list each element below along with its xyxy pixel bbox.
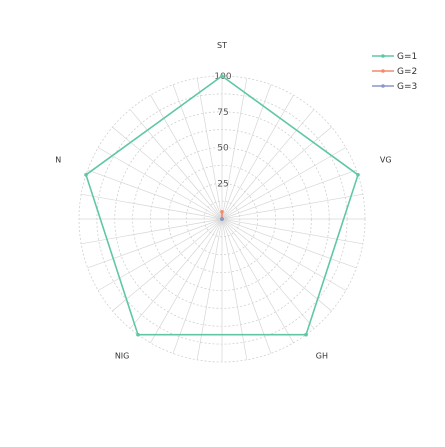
radar-spoke	[221, 84, 272, 220]
legend-item[interactable]: G=1	[372, 52, 417, 62]
radar-spoke	[221, 218, 332, 312]
radar-spoke	[221, 218, 248, 360]
axis-labels: ST VG GH NIG N	[55, 41, 391, 361]
legend-marker	[381, 84, 385, 88]
series-1	[84, 74, 360, 337]
radial-tick-labels: 255075100	[214, 72, 231, 189]
radar-spoke	[87, 169, 223, 220]
radar-spoke	[81, 218, 223, 245]
data-point	[220, 217, 224, 221]
radar-spoke	[150, 94, 223, 220]
radial-tick-label: 25	[217, 179, 228, 189]
legend-marker	[381, 54, 385, 58]
series-line	[85, 75, 359, 336]
radar-spoke	[112, 218, 223, 312]
legend-item[interactable]: G=2	[372, 67, 417, 77]
data-point	[136, 332, 140, 337]
radar-grid	[78, 75, 366, 363]
data-point	[84, 173, 88, 177]
radar-spoke	[196, 218, 223, 360]
axis-label-vg: VG	[380, 156, 392, 165]
radar-spoke	[221, 218, 363, 245]
radar-spoke	[97, 147, 223, 220]
radial-tick-label: 75	[217, 108, 228, 118]
legend-marker	[381, 69, 385, 73]
data-point	[220, 74, 224, 78]
radar-spoke	[87, 218, 223, 269]
data-point	[220, 210, 224, 214]
radar-spoke	[150, 218, 223, 344]
radar-spoke	[221, 169, 357, 220]
axis-label-gh: GH	[316, 352, 328, 361]
radar-spoke	[196, 78, 223, 220]
data-point	[304, 332, 308, 337]
radial-tick-label: 50	[217, 144, 229, 154]
series-3	[220, 217, 224, 221]
radar-spoke	[221, 218, 272, 354]
radar-spoke	[221, 147, 347, 220]
radar-spoke	[129, 109, 223, 220]
legend-label: G=1	[397, 52, 417, 62]
radar-spoke	[221, 218, 315, 329]
legend-label: G=3	[397, 82, 417, 92]
axis-label-st: ST	[217, 41, 227, 50]
legend-label: G=2	[397, 67, 417, 77]
radar-spoke	[221, 218, 294, 344]
radar-spoke	[97, 218, 223, 291]
radar-spoke	[221, 78, 248, 220]
radar-spoke	[221, 193, 363, 220]
radar-spoke	[81, 193, 223, 220]
radar-spoke	[129, 218, 223, 329]
radar-spoke	[172, 84, 223, 220]
legend[interactable]: G=1 G=2 G=3	[372, 52, 417, 92]
radar-spoke	[172, 218, 223, 354]
radar-spoke	[221, 218, 357, 269]
data-point	[356, 173, 360, 177]
axis-label-nig: NIG	[115, 352, 130, 361]
radar-spoke	[221, 109, 315, 220]
radar-spoke	[221, 94, 294, 220]
legend-item[interactable]: G=3	[372, 82, 417, 92]
axis-label-n: N	[55, 156, 61, 165]
series-layer	[84, 74, 360, 337]
radar-spoke	[221, 218, 347, 291]
